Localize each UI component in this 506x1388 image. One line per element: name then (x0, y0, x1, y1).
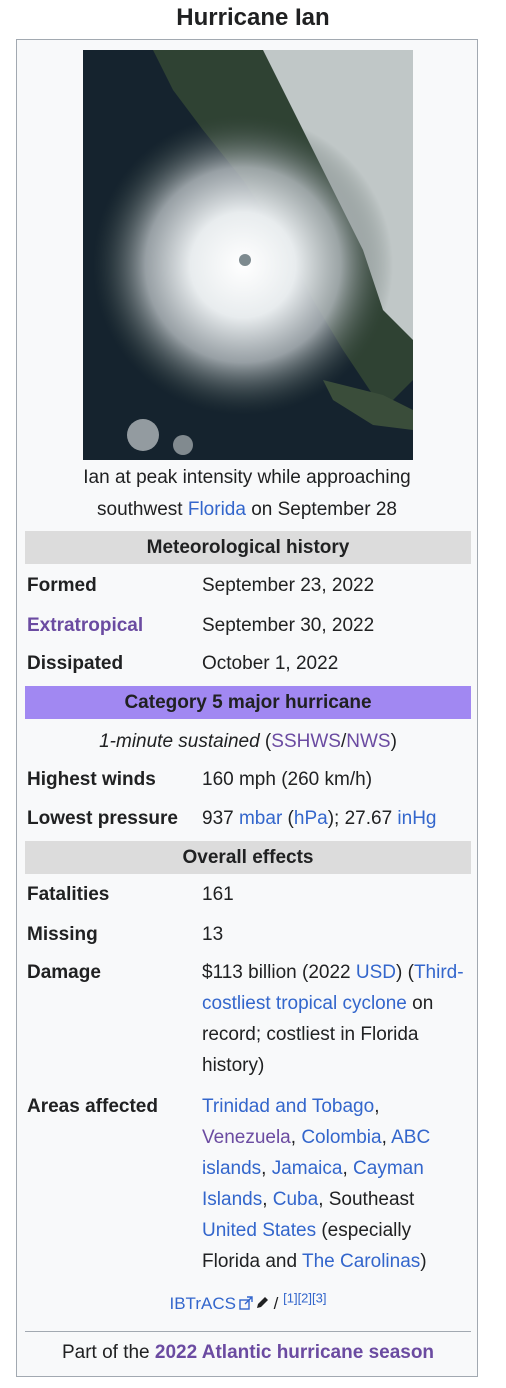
cuba-link[interactable]: Cuba (272, 1189, 319, 1210)
highest-winds-value: 160 mph (260 km/h) (202, 769, 373, 790)
costliest-cyclones-link[interactable]: Third-costliest tropical cyclone (202, 962, 464, 1014)
paren-close: ) (390, 731, 397, 752)
pressure-mbar-value: 937 (202, 808, 239, 829)
extratropical-link[interactable]: Extratropical (27, 615, 144, 636)
satellite-image-graphic (83, 50, 413, 460)
section-header-category: Category 5 major hurricane (25, 686, 471, 719)
venezuela-link[interactable]: Venezuela (202, 1127, 291, 1148)
pressure-text: ( (282, 808, 294, 829)
pencil-icon[interactable] (255, 1289, 269, 1320)
caption-text-start: Ian at peak intensity while approaching … (83, 467, 411, 520)
fatalities-value: 161 (202, 884, 234, 905)
areas-affected-label: Areas affected (27, 1096, 158, 1117)
florida-link[interactable]: Florida (187, 499, 246, 520)
comma: , (318, 1189, 329, 1210)
infobox: Ian at peak intensity while approaching … (16, 39, 478, 1377)
colombia-link[interactable]: Colombia (301, 1127, 382, 1148)
footer-divider (25, 1331, 471, 1332)
comma: , (262, 1189, 273, 1210)
inhg-link[interactable]: inHg (397, 808, 437, 829)
comma: , (261, 1158, 272, 1179)
sshws-link[interactable]: SSHWS (271, 731, 341, 752)
carolinas-link[interactable]: The Carolinas (302, 1251, 421, 1272)
lowest-pressure-value: 937 mbar (hPa); 27.67 inHg (202, 803, 472, 834)
southeast-text: Southeast (328, 1189, 415, 1210)
slash: / (340, 731, 347, 752)
section-header-meteorological-history: Meteorological history (25, 531, 471, 564)
ibtracs-line: IBTrACS / [1][2][3] (25, 1288, 471, 1320)
especially-text: (especially Florida and (202, 1220, 412, 1272)
infobox-footer: Part of the 2022 Atlantic hurricane seas… (25, 1337, 471, 1368)
dissipated-label: Dissipated (27, 653, 124, 674)
extratropical-value: September 30, 2022 (202, 615, 375, 636)
infobox-title: Hurricane Ian (176, 4, 330, 31)
mbar-link[interactable]: mbar (238, 808, 283, 829)
missing-label: Missing (27, 924, 98, 945)
united-states-link[interactable]: United States (202, 1220, 317, 1241)
references-link[interactable]: [1][2][3] (283, 1290, 327, 1306)
missing-value: 13 (202, 924, 224, 945)
section-header-overall-effects: Overall effects (25, 841, 471, 874)
cayman-islands-link[interactable]: Cayman Islands (202, 1158, 424, 1210)
damage-text: ) ( (396, 962, 414, 983)
hurricane-satellite-image[interactable] (83, 50, 413, 460)
paren-open: ( (259, 731, 272, 752)
damage-label: Damage (27, 962, 101, 983)
sustained-text: 1-minute sustained (99, 731, 260, 752)
sustained-line: 1-minute sustained (SSHWS/NWS) (25, 726, 471, 757)
abc-islands-link[interactable]: ABC islands (202, 1127, 431, 1179)
comma: , (342, 1158, 354, 1179)
lowest-pressure-label: Lowest pressure (27, 808, 178, 829)
comma: , (381, 1127, 392, 1148)
season-link-label: 2022 Atlantic hurricane season (154, 1342, 435, 1363)
comma: , (290, 1127, 302, 1148)
pressure-inhg-value: ); 27.67 (327, 808, 398, 829)
areas-affected-value: Trinidad and Tobago, Venezuela, Colombia… (202, 1091, 472, 1277)
fatalities-label: Fatalities (27, 884, 110, 905)
usd-link[interactable]: USD (355, 962, 396, 983)
nws-link[interactable]: NWS (346, 731, 391, 752)
season-link[interactable]: 2022 Atlantic hurricane season (155, 1342, 434, 1363)
paren-close: ) (420, 1251, 427, 1272)
damage-amount: $113 billion (2022 (202, 962, 356, 983)
ibtracs-link[interactable]: IBTrACS (169, 1294, 236, 1313)
jamaica-link[interactable]: Jamaica (271, 1158, 343, 1179)
formed-value: September 23, 2022 (202, 575, 375, 596)
dissipated-value: October 1, 2022 (202, 653, 339, 674)
hpa-link[interactable]: hPa (293, 808, 328, 829)
damage-value: $113 billion (2022 USD) (Third-costliest… (202, 957, 472, 1081)
separator: / (268, 1294, 284, 1313)
caption-text-end: on September 28 (245, 499, 397, 520)
damage-note: on record; costliest in Florida history) (202, 993, 434, 1076)
formed-label: Formed (27, 575, 97, 596)
image-caption: Ian at peak intensity while approaching … (47, 462, 447, 526)
highest-winds-label: Highest winds (27, 769, 156, 790)
footer-text: Part of the (61, 1342, 155, 1363)
external-link-icon (239, 1289, 253, 1320)
comma: , (374, 1096, 380, 1117)
trinidad-link[interactable]: Trinidad and Tobago (202, 1096, 375, 1117)
